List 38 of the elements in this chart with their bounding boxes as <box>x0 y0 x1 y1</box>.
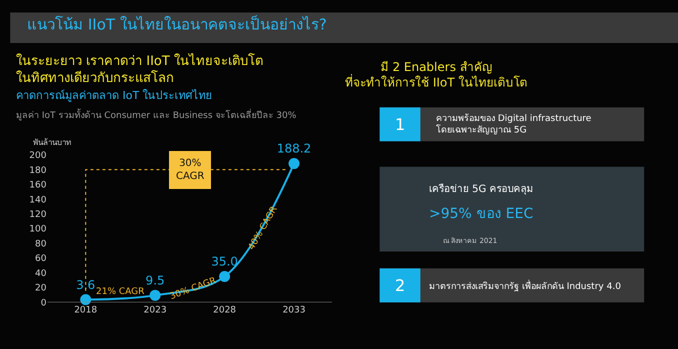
data-label: 188.2 <box>276 142 312 156</box>
x-tick-label: 2028 <box>213 305 236 316</box>
text: >95% ของ EEC <box>429 206 534 222</box>
chart-subtitle: ในระยะยาว เราคาดว่า IIoT ในไทยจะเติบโต ในทิศทางเดียวกับกระแสโลก <box>16 53 263 86</box>
text: คาดการณ์มูลค่าตลาด IoT ในประเทศไทย <box>16 89 212 102</box>
point <box>219 271 230 282</box>
y-tick-label: 140 <box>29 195 47 206</box>
y-tick-label: 0 <box>40 298 47 308</box>
annotation: 30% CAGR <box>176 158 204 182</box>
text: เครือข่าย 5G ครอบคลุม <box>429 183 534 195</box>
y-tick-label: 120 <box>29 210 47 220</box>
text: 2 <box>395 276 406 295</box>
data-label: 3.6 <box>76 278 96 292</box>
text: มาตรการส่งเสริมจากรัฐ เพื่อผลักดัน Industry 4.0 <box>429 279 622 292</box>
data-label: 35.0 <box>211 254 238 269</box>
y-tick-label: 200 <box>29 151 47 162</box>
text: มี 2 Enablers สำคัญ ที่จะทำให้การใช้ IIoT ในไทยเติบโต <box>345 60 528 90</box>
x-tick-label: 2023 <box>144 305 167 316</box>
y-tick-label: 20 <box>35 284 47 294</box>
data-label: 9.5 <box>146 273 165 288</box>
text: ความพร้อมของ Digital infrastructure โดยเฉพาะสัญญาณ 5G <box>436 113 592 136</box>
point <box>288 158 300 170</box>
y-axis-title: พันล้านบาท <box>33 138 71 147</box>
x-tick-label: 2018 <box>74 305 98 316</box>
y-tick-label: 40 <box>35 268 47 279</box>
y-tick-label: 80 <box>35 239 47 250</box>
text: มูลค่า IoT รวมทั้งด้าน Consumer และ Business จะโตเฉลี่ยปีละ 30% <box>16 108 297 121</box>
y-tick-label: 160 <box>29 180 47 190</box>
annotation: 30% CAGR <box>168 276 218 302</box>
y-tick-label: 180 <box>29 166 47 176</box>
y-tick-label: 60 <box>35 254 47 264</box>
y-tick-label: 100 <box>29 224 47 235</box>
point <box>80 294 92 306</box>
x-tick-label: 2033 <box>282 305 306 316</box>
point <box>150 290 161 301</box>
annotation: 21% CAGR <box>96 287 144 297</box>
text: 1 <box>395 115 406 134</box>
chart-title: แนวโน้ม IIoT ในไทยในอนาคตจะเป็นอย่างไร? <box>27 14 327 34</box>
